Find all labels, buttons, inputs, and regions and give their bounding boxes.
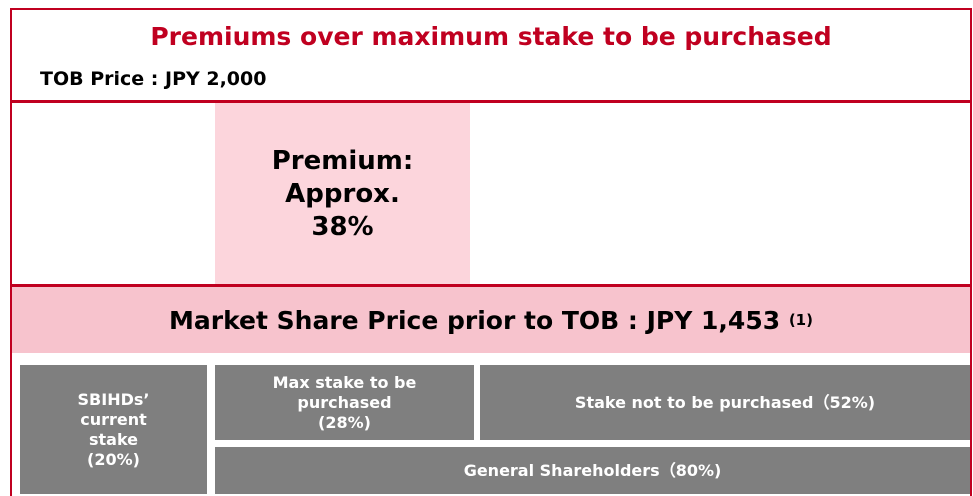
tob-price: TOB Price : JPY 2,000 [40,68,267,90]
premium-line: Approx. [285,178,400,209]
frame [10,8,972,496]
current-stake: SBIHDs’ current stake (20%) [20,365,207,494]
premium-box: Premium: Approx. 38% [215,103,470,285]
premium-line: Premium: [271,145,414,176]
divider [12,284,970,287]
premium-line: 38% [311,211,374,242]
text-line: SBIHDs’ [77,389,150,409]
text-line: stake [88,429,139,449]
divider [12,100,970,103]
text-line: current [80,409,147,429]
max-stake: Max stake to be purchased (28%) [215,365,474,440]
text-line: Max stake to be [272,372,417,392]
text-line: (20%) [87,449,140,469]
text-line: purchased [297,392,392,412]
general-shareholders: General Shareholders（80%) [215,447,970,494]
title: Premiums over maximum stake to be purcha… [150,22,832,51]
market-price: Market Share Price prior to TOB : JPY 1,… [12,287,970,353]
text-line: (28%) [318,412,371,432]
footnote: (1) [788,311,813,329]
market-price-text: Market Share Price prior to TOB : JPY 1,… [169,305,781,335]
not-purchased: Stake not to be purchased（52%) [480,365,970,440]
